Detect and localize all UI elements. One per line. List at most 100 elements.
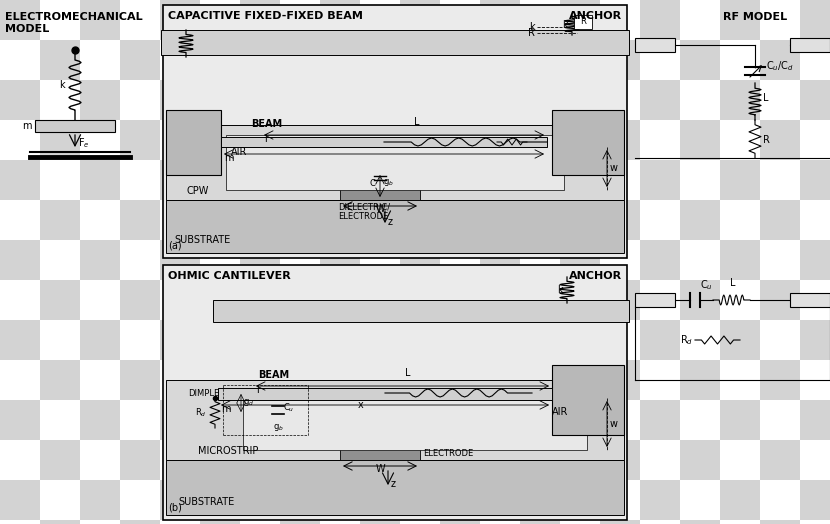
Bar xyxy=(360,320,400,360)
Bar xyxy=(680,280,720,320)
Bar xyxy=(243,395,587,450)
Bar xyxy=(635,38,675,52)
Bar xyxy=(600,280,640,320)
Text: ELECTROMECHANICAL
MODEL: ELECTROMECHANICAL MODEL xyxy=(5,12,143,35)
Bar xyxy=(360,80,400,120)
Bar xyxy=(80,200,120,240)
Bar xyxy=(120,440,160,480)
Bar xyxy=(200,160,240,200)
Bar xyxy=(80,440,120,480)
Bar xyxy=(120,320,160,360)
Bar xyxy=(200,80,240,120)
Bar xyxy=(720,40,760,80)
Bar xyxy=(80,160,120,200)
Bar xyxy=(520,120,560,160)
Bar xyxy=(720,320,760,360)
Bar xyxy=(520,160,560,200)
Bar xyxy=(320,400,360,440)
Text: L: L xyxy=(730,278,735,288)
Bar xyxy=(600,240,640,280)
Text: C: C xyxy=(369,179,375,188)
Bar xyxy=(0,160,40,200)
Bar xyxy=(200,240,240,280)
Bar xyxy=(440,280,480,320)
Bar xyxy=(280,200,320,240)
Bar xyxy=(280,240,320,280)
Bar xyxy=(200,440,240,480)
Bar xyxy=(160,40,200,80)
Text: DIELECTRIC/
ELECTRODE: DIELECTRIC/ ELECTRODE xyxy=(338,202,390,222)
Bar xyxy=(760,480,800,520)
Bar xyxy=(0,440,40,480)
Bar xyxy=(720,200,760,240)
Bar xyxy=(360,0,400,40)
Bar xyxy=(40,360,80,400)
Bar xyxy=(200,400,240,440)
Bar xyxy=(360,360,400,400)
Bar xyxy=(600,400,640,440)
Bar xyxy=(600,320,640,360)
Bar xyxy=(160,80,200,120)
Bar xyxy=(760,160,800,200)
Bar xyxy=(240,320,280,360)
Bar xyxy=(0,80,40,120)
Bar xyxy=(200,520,240,524)
Bar xyxy=(240,80,280,120)
Bar xyxy=(200,280,240,320)
Bar xyxy=(0,0,40,40)
Bar xyxy=(320,0,360,40)
Bar xyxy=(440,400,480,440)
Bar xyxy=(120,0,160,40)
Bar xyxy=(120,240,160,280)
Bar xyxy=(480,40,520,80)
Bar xyxy=(400,240,440,280)
Bar xyxy=(40,400,80,440)
Bar xyxy=(0,240,40,280)
Bar xyxy=(600,0,640,40)
Text: SUBSTRATE: SUBSTRATE xyxy=(174,235,230,245)
Bar xyxy=(640,240,680,280)
Bar xyxy=(221,137,547,147)
Bar xyxy=(440,520,480,524)
Bar xyxy=(680,160,720,200)
Bar xyxy=(520,200,560,240)
Bar xyxy=(360,480,400,520)
Bar xyxy=(166,460,624,515)
Bar xyxy=(440,0,480,40)
Bar xyxy=(560,160,600,200)
Bar xyxy=(440,240,480,280)
Text: m: m xyxy=(224,153,233,163)
Text: R: R xyxy=(528,28,535,38)
Bar xyxy=(760,280,800,320)
Bar xyxy=(80,0,120,40)
Text: L: L xyxy=(405,368,411,378)
Bar xyxy=(552,365,624,435)
Text: AIR: AIR xyxy=(231,147,247,157)
Bar xyxy=(520,440,560,480)
Text: ANCHOR: ANCHOR xyxy=(569,11,622,21)
Bar xyxy=(790,293,830,307)
Text: l: l xyxy=(264,134,266,144)
Text: R: R xyxy=(580,17,586,27)
Text: m: m xyxy=(22,121,32,131)
Bar xyxy=(520,40,560,80)
Bar xyxy=(40,200,80,240)
Text: RF MODEL: RF MODEL xyxy=(723,12,787,22)
Text: w: w xyxy=(610,163,618,173)
Bar xyxy=(400,200,440,240)
Bar xyxy=(160,120,200,160)
Bar xyxy=(400,40,440,80)
Bar xyxy=(280,120,320,160)
Bar xyxy=(790,38,830,52)
Bar xyxy=(240,240,280,280)
Bar xyxy=(160,480,200,520)
Bar xyxy=(320,440,360,480)
Bar xyxy=(520,480,560,520)
Bar xyxy=(760,120,800,160)
Bar xyxy=(80,80,120,120)
Bar xyxy=(80,520,120,524)
Bar xyxy=(800,280,830,320)
Bar xyxy=(280,480,320,520)
Bar xyxy=(800,520,830,524)
Bar xyxy=(760,0,800,40)
